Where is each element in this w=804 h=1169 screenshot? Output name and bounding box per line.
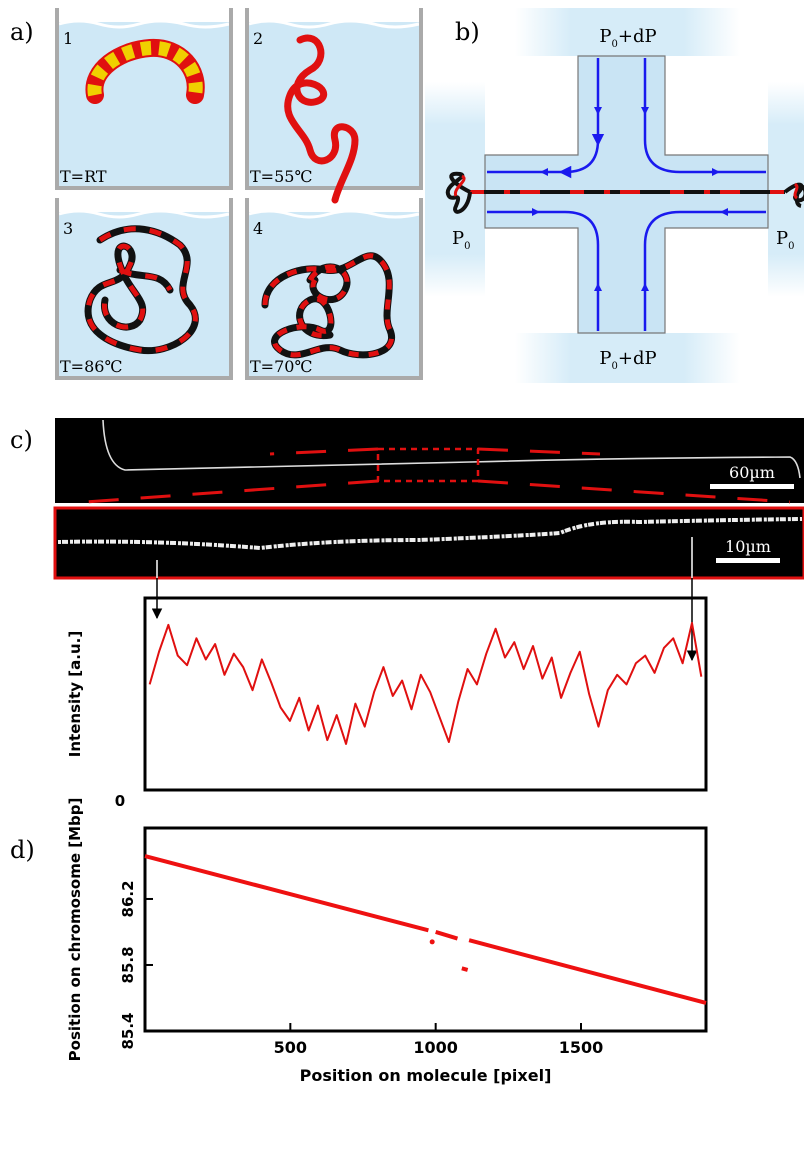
flow-line <box>643 210 766 331</box>
vessel-wall <box>245 8 423 190</box>
molecule <box>57 517 803 551</box>
temperature: T=70℃ <box>250 357 312 376</box>
reservoir <box>515 333 740 383</box>
plot-frame <box>143 596 708 792</box>
y-axis-label: Position on chromosome [Mbp] <box>66 798 84 1062</box>
polymer-stripe <box>85 226 198 354</box>
scale-bar <box>710 484 794 489</box>
flow-line <box>487 58 605 179</box>
zoom-region <box>376 447 480 483</box>
micrograph <box>55 418 804 503</box>
dna-coil <box>453 174 466 197</box>
x-tick-label: 1500 <box>559 1038 604 1057</box>
temperature: T=RT <box>60 167 107 186</box>
label-part: +dP <box>618 26 657 47</box>
pressure-label: P0+dP <box>599 348 656 372</box>
box-number: 4 <box>253 219 263 238</box>
label-part: P <box>599 26 611 47</box>
panel-label: c) <box>10 426 33 454</box>
label-part: 0 <box>612 39 618 50</box>
label-part: P <box>776 228 788 249</box>
data-line <box>144 854 707 1005</box>
zoom-guide <box>269 447 379 456</box>
vessel-wall <box>55 8 233 190</box>
scale-bar <box>716 558 780 563</box>
label-part: P <box>452 228 464 249</box>
water-surface <box>58 19 230 29</box>
vessel-wall <box>245 198 423 380</box>
vessel-wall <box>55 198 233 380</box>
x-tick-label: 1000 <box>413 1038 458 1057</box>
temperature: T=86℃ <box>60 357 122 376</box>
data-point <box>429 939 435 945</box>
data-line <box>461 966 469 972</box>
polymer <box>284 34 359 204</box>
dna-coil <box>793 182 799 200</box>
label-part: 0 <box>464 241 470 252</box>
zoom-guide <box>477 447 601 456</box>
plot-frame <box>143 826 708 1033</box>
box-number: 1 <box>63 29 73 48</box>
box-number: 2 <box>253 29 263 48</box>
charts: 0 Intensity [a.u.] 85.4 85.8 86.2 500 1000 1500… <box>66 596 708 1085</box>
x-tick-label: 500 <box>274 1038 307 1057</box>
panel-label: a) <box>10 18 34 46</box>
data-line <box>148 621 703 745</box>
y-tick-label: 0 <box>115 792 125 810</box>
channel <box>484 55 769 334</box>
panel-b: P0+dP P0+dP P0 P0 <box>425 8 804 383</box>
label-part: P <box>599 348 611 369</box>
polymer-stripe <box>262 253 395 358</box>
polymer-stripe <box>87 40 203 97</box>
pressure-label: P0 <box>452 228 471 252</box>
panel-label: b) <box>455 18 480 46</box>
label-part: +dP <box>618 348 657 369</box>
dna-coil <box>445 171 472 214</box>
flow-line <box>487 210 600 331</box>
panel-a: 1 T=RT 2 T=55℃ 3 T=86℃ 4 T=70℃ <box>55 8 423 380</box>
vessel-water <box>249 22 419 186</box>
scale-label: 60µm <box>729 463 775 482</box>
zoom-guide <box>477 479 791 504</box>
flow-line <box>643 58 766 174</box>
y-axis-label: Intensity [a.u.] <box>66 631 84 757</box>
y-tick-label: 85.4 <box>119 1012 137 1049</box>
y-tick-label: 86.2 <box>119 880 137 917</box>
pressure-label: P0 <box>776 228 795 252</box>
water-surface <box>248 209 420 219</box>
y-tick-label: 85.8 <box>119 946 137 983</box>
box-number: 3 <box>63 219 73 238</box>
label-part: 0 <box>788 241 794 252</box>
water-surface <box>58 209 230 219</box>
label-part: 0 <box>612 361 618 372</box>
molecule <box>102 419 801 479</box>
panel-c-image: 60µm 10µm <box>53 418 804 662</box>
scale-label: 10µm <box>725 537 771 556</box>
temperature: T=55℃ <box>250 167 312 186</box>
x-axis-label: Position on molecule [pixel] <box>300 1066 552 1085</box>
pressure-label: P0+dP <box>599 26 656 50</box>
dna-coil <box>783 182 804 208</box>
water-surface <box>248 19 420 29</box>
panel-label: d) <box>10 836 35 864</box>
reservoir <box>515 8 740 56</box>
